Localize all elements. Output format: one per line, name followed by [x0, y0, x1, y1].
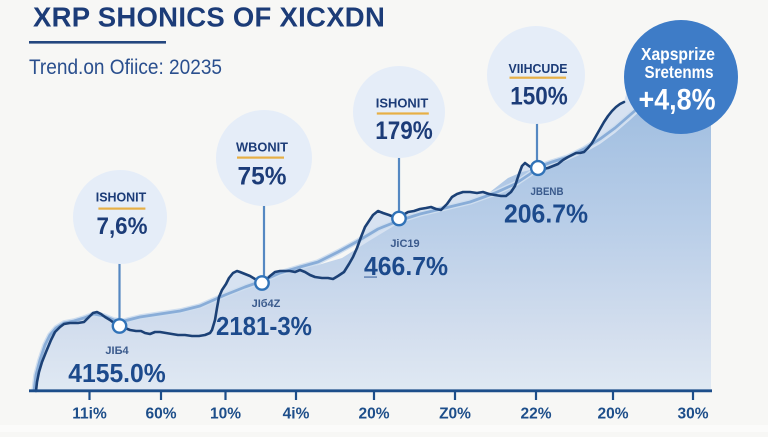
svg-text:466.7%: 466.7% [364, 251, 448, 281]
svg-text:JIБ4: JIБ4 [105, 345, 129, 357]
svg-text:WBONIT: WBONIT [236, 140, 288, 155]
svg-text:20%: 20% [358, 406, 389, 423]
svg-text:Trend.on Ofiice: 20235: Trend.on Ofiice: 20235 [29, 55, 222, 79]
svg-text:JiC19: JiC19 [390, 238, 419, 250]
svg-text:ISHONIT: ISHONIT [376, 96, 429, 111]
svg-text:206.7%: 206.7% [504, 199, 588, 229]
svg-text:75%: 75% [238, 163, 287, 191]
svg-text:10%: 10% [210, 406, 241, 423]
svg-text:2181-3%: 2181-3% [216, 311, 312, 341]
svg-text:ISHONIT: ISHONIT [96, 190, 147, 205]
svg-text:VIIHCUDE: VIIHCUDE [509, 61, 568, 76]
svg-text:7,6%: 7,6% [97, 213, 148, 240]
svg-text:XRP SHONICS OF XICXDN: XRP SHONICS OF XICXDN [33, 2, 385, 33]
svg-text:Sretenms: Sretenms [645, 62, 714, 82]
svg-text:60%: 60% [145, 406, 176, 423]
svg-text:+4,8%: +4,8% [639, 84, 716, 117]
svg-text:JIб4Z: JIб4Z [252, 298, 281, 310]
svg-text:4i%: 4i% [283, 406, 310, 423]
svg-text:22%: 22% [520, 406, 551, 423]
svg-text:Z0%: Z0% [439, 406, 471, 423]
svg-text:Xapsprize: Xapsprize [641, 44, 715, 64]
svg-text:30%: 30% [677, 406, 708, 423]
svg-text:JBENB: JBENB [531, 186, 564, 198]
svg-text:20%: 20% [597, 406, 628, 423]
svg-text:11i%: 11i% [72, 406, 107, 423]
svg-text:179%: 179% [375, 117, 433, 145]
svg-text:4155.0%: 4155.0% [68, 358, 166, 388]
svg-text:150%: 150% [510, 83, 568, 111]
